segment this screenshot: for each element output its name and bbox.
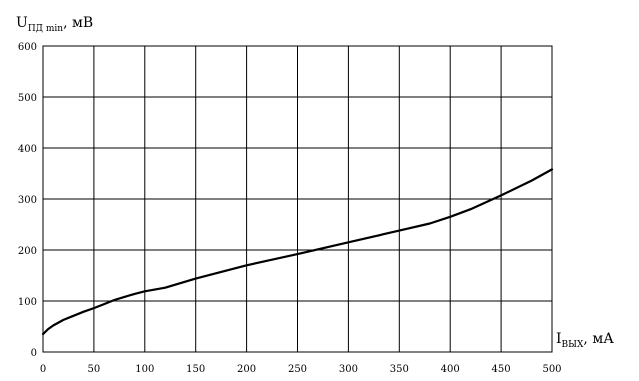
x-tick-label: 100: [135, 364, 154, 375]
y-tick-labels: 0 100 200 300 400 500 600: [18, 42, 37, 359]
y-tick-label: 600: [18, 42, 37, 53]
x-axis-label-main: I: [556, 331, 562, 347]
x-tick-label: 300: [339, 364, 358, 375]
y-tick-label: 0: [31, 348, 37, 359]
x-tick-label: 50: [88, 364, 101, 375]
y-axis-label-unit: , мВ: [63, 15, 93, 31]
y-tick-label: 200: [18, 246, 37, 257]
y-tick-label: 400: [18, 144, 37, 155]
y-tick-label: 500: [18, 93, 37, 104]
x-tick-label: 0: [40, 364, 46, 375]
y-tick-label: 100: [18, 297, 37, 308]
y-axis-label: UПД min, мВ: [16, 15, 93, 34]
x-axis-label-unit: , мА: [583, 331, 614, 347]
x-tick-label: 400: [441, 364, 460, 375]
x-tick-label: 200: [237, 364, 256, 375]
x-tick-label: 150: [186, 364, 205, 375]
plot-frame: [42, 45, 553, 353]
grid: [42, 45, 553, 353]
x-tick-label: 500: [542, 364, 561, 375]
y-tick-label: 300: [18, 195, 37, 206]
x-tick-label: 450: [492, 364, 511, 375]
x-tick-labels: 0 50 100 150 200 250 300 350 400 450 500: [40, 364, 562, 375]
x-tick-label: 350: [390, 364, 409, 375]
y-axis-label-main: U: [16, 15, 28, 31]
y-axis-label-sub: ПД min: [28, 24, 63, 34]
series-group: [41, 168, 554, 336]
x-axis-label-sub: ВЫХ: [562, 340, 584, 350]
series-line: [41, 168, 554, 336]
x-axis-label: IВЫХ, мА: [556, 331, 614, 350]
x-tick-label: 250: [288, 364, 307, 375]
